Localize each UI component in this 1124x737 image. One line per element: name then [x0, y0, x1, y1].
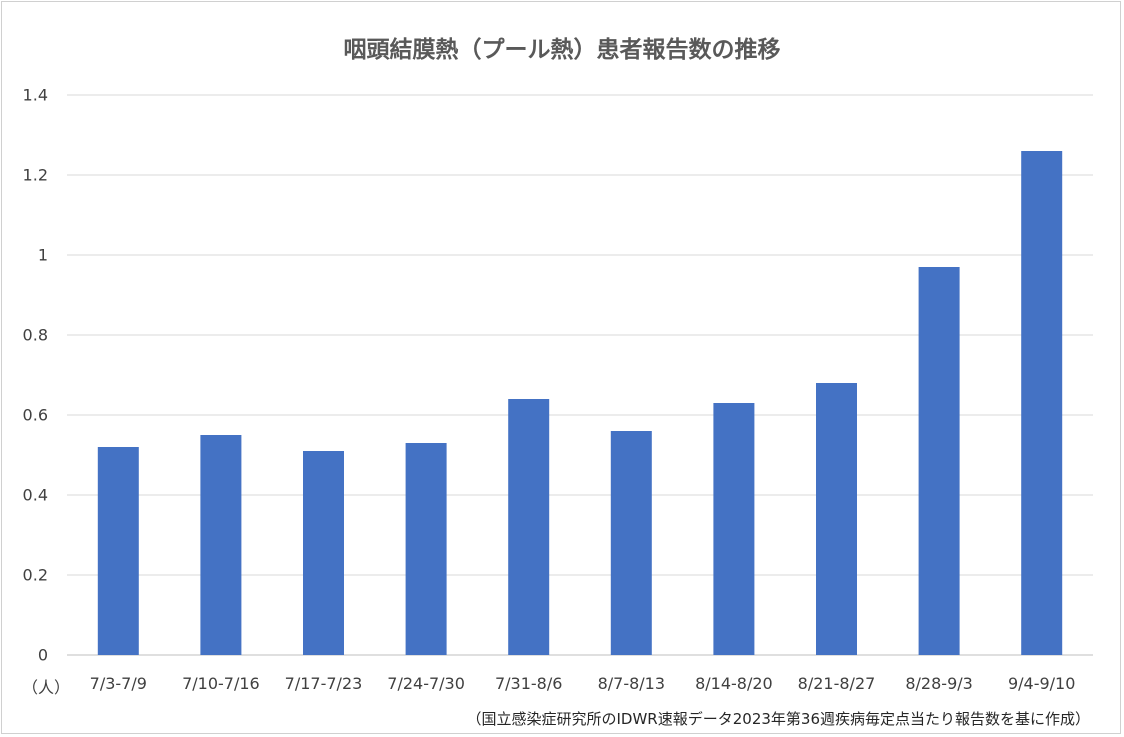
y-axis-unit: （人） — [22, 678, 71, 697]
x-tick-label: 8/28-9/3 — [905, 674, 973, 693]
y-tick-label: 1 — [37, 245, 48, 265]
x-tick-label: 8/14-8/20 — [695, 674, 773, 693]
x-tick-label: 7/3-7/9 — [89, 674, 147, 693]
source-note: （国立感染症研究所のIDWR速報データ2023年第36週疾病毎定点当たり報告数を… — [466, 710, 1091, 728]
y-tick-label: 0.6 — [22, 405, 48, 425]
x-tick-label: 7/24-7/30 — [387, 674, 465, 693]
bar-7/17-7/23 — [303, 451, 344, 655]
bar-7/3-7/9 — [97, 447, 139, 655]
y-tick-label: 1.2 — [22, 165, 48, 185]
bar-8/28-9/3 — [918, 267, 960, 655]
x-tick-label: 9/4-9/10 — [1007, 674, 1076, 693]
x-tick-label: 8/7-8/13 — [597, 674, 666, 693]
y-tick-label: 1.4 — [22, 85, 48, 105]
bar-8/7-8/13 — [610, 431, 652, 655]
chart-title: 咽頭結膜熱（プール熱）患者報告数の推移 — [343, 37, 781, 63]
y-tick-label: 0 — [37, 645, 48, 665]
bar-7/24-7/30 — [405, 443, 447, 655]
x-tick-label: 8/21-8/27 — [797, 674, 876, 693]
y-tick-label: 0.2 — [22, 565, 48, 585]
y-tick-label: 0.8 — [22, 325, 48, 345]
bar-7/10-7/16 — [200, 435, 242, 655]
x-tick-label: 7/17-7/23 — [284, 674, 363, 693]
bar-8/21-8/27 — [816, 383, 857, 655]
bar-9/4-9/10 — [1021, 151, 1063, 655]
bar-8/14-8/20 — [713, 403, 755, 655]
x-tick-label: 7/10-7/16 — [182, 674, 260, 693]
bar-7/31-8/6 — [508, 399, 550, 655]
y-tick-label: 0.4 — [22, 485, 48, 505]
x-tick-label: 7/31-8/6 — [494, 674, 563, 693]
